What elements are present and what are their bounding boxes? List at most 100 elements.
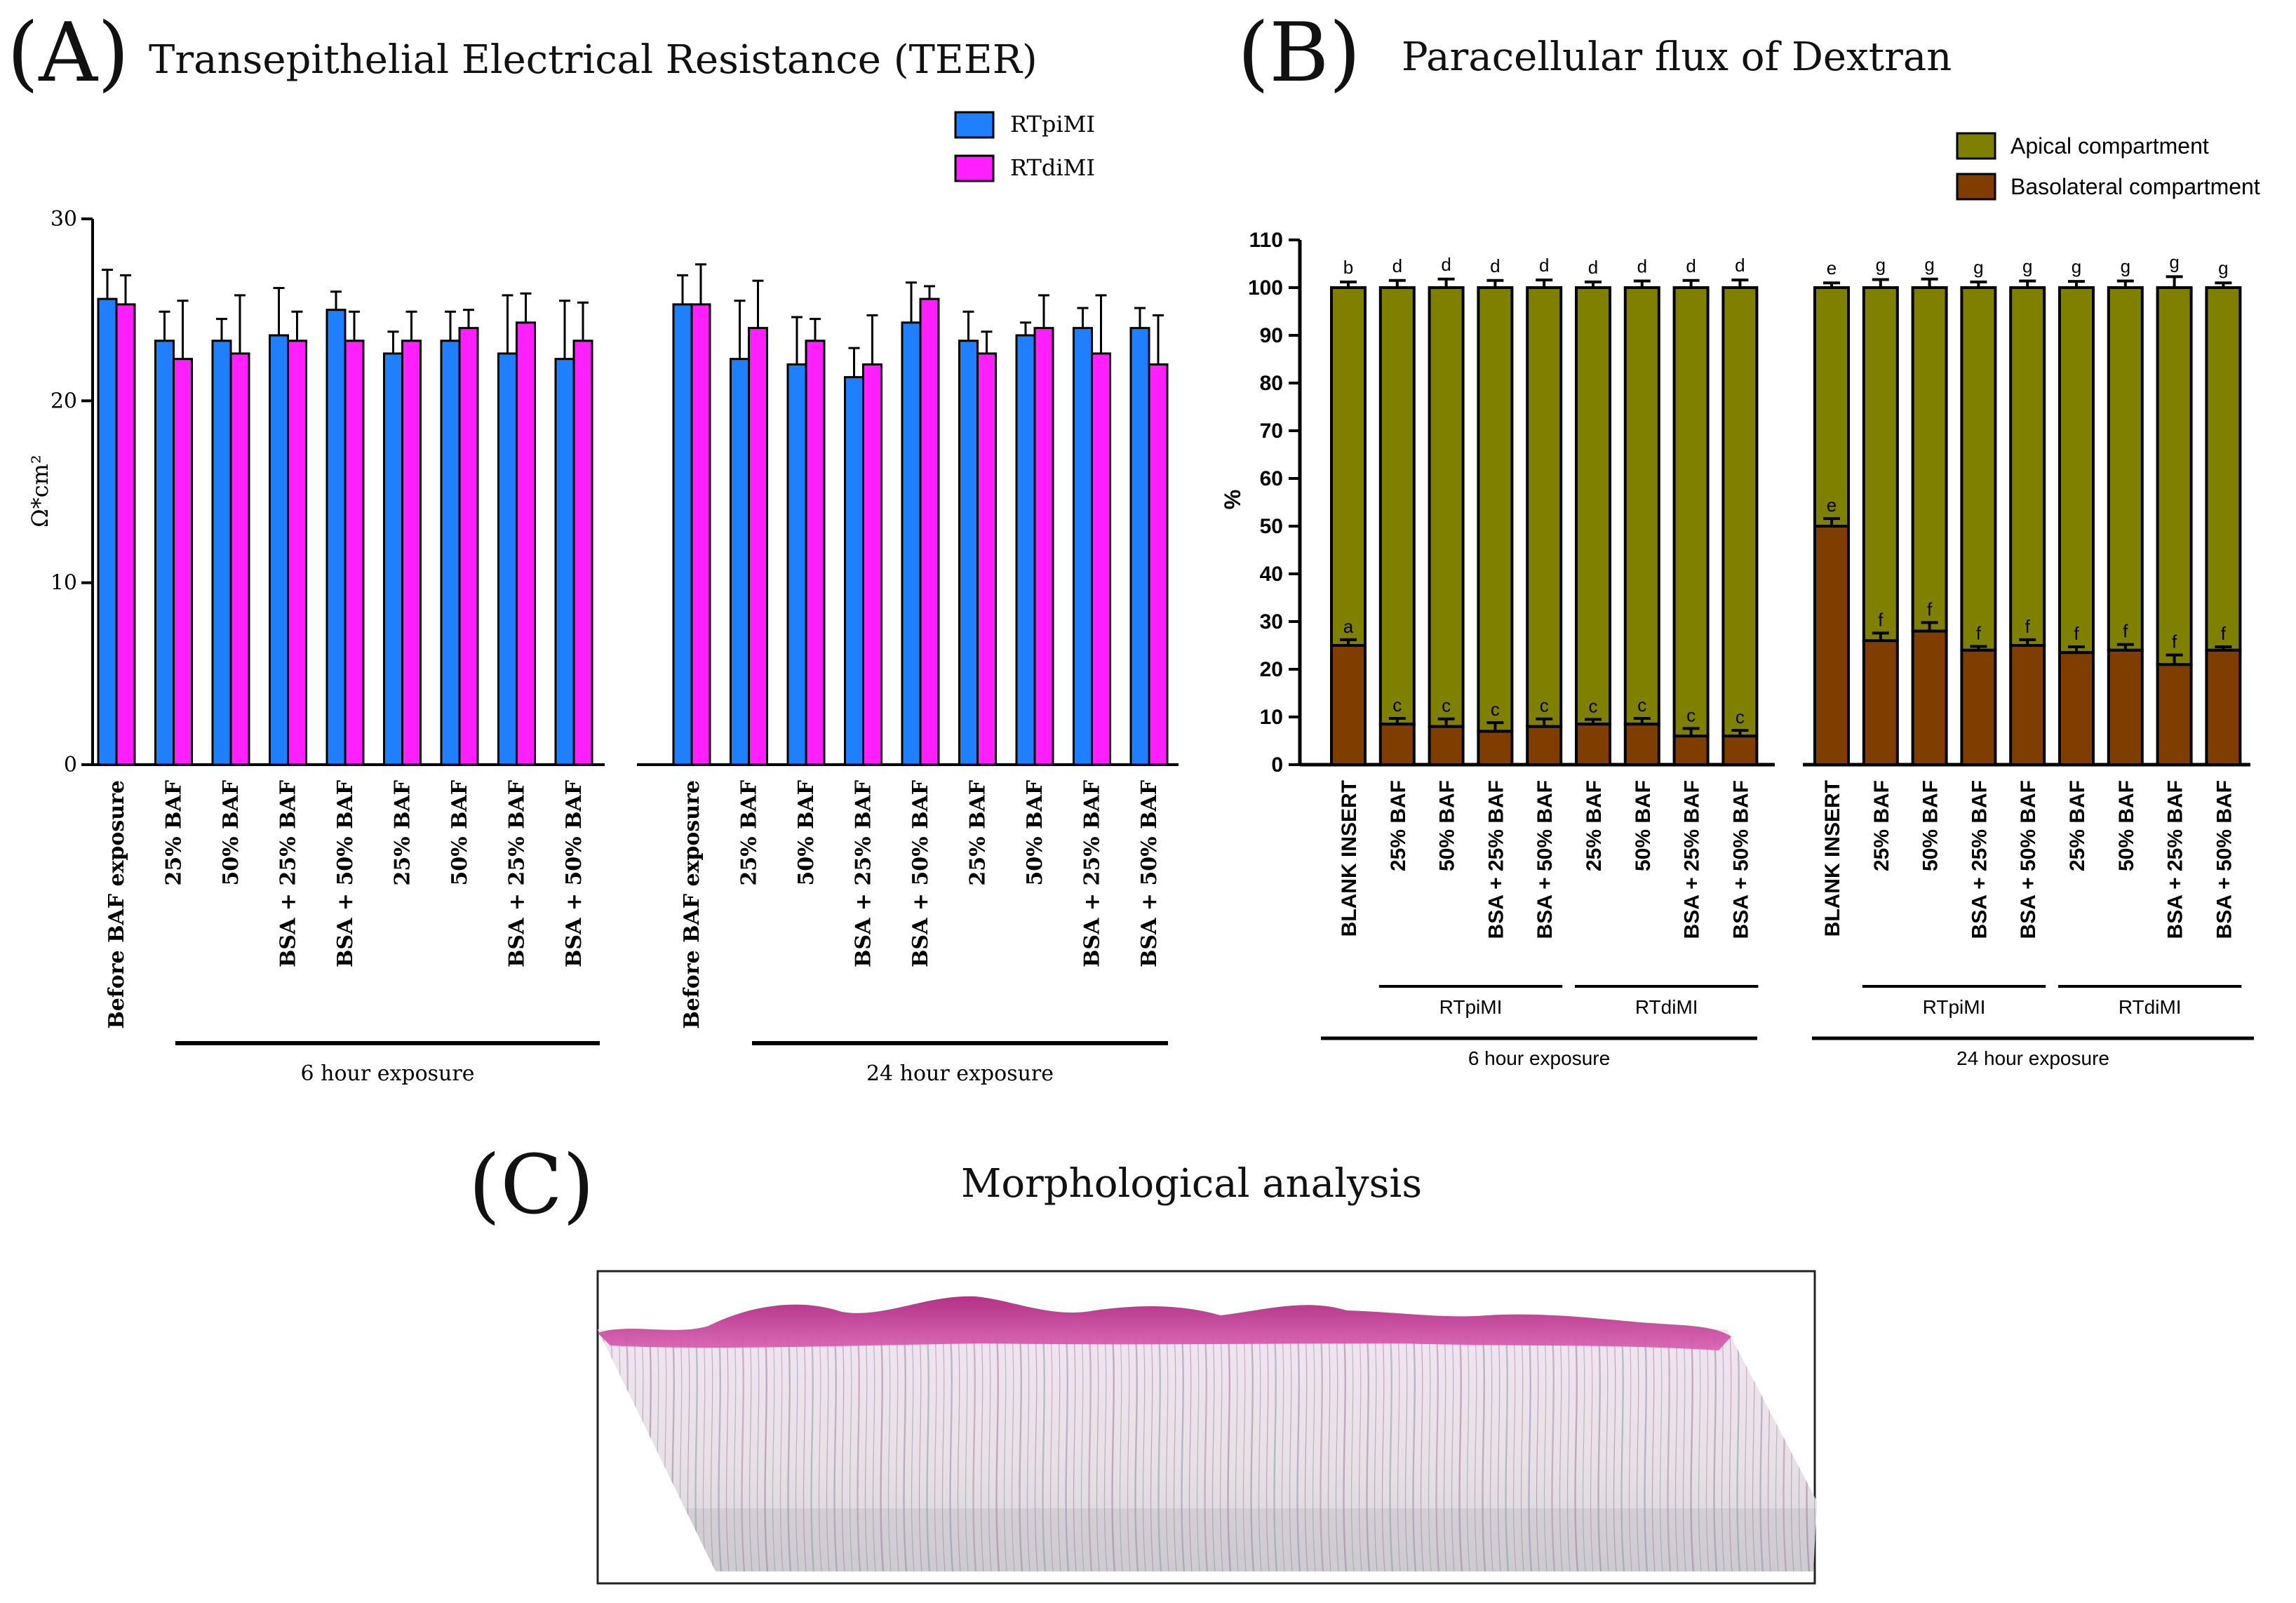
tissue-fiber <box>1266 1336 1270 1571</box>
dextran-apical-letter: g <box>2169 251 2179 272</box>
teer-x-tick-label: BSA + 50% BAF <box>1137 780 1162 967</box>
tissue-fiber <box>1157 1336 1162 1571</box>
dextran-apical-letter: d <box>1441 254 1451 275</box>
tissue-fiber <box>1042 1336 1047 1571</box>
dextran-x-tick-label: BSA + 25% BAF <box>1484 780 1508 939</box>
tissue-fiber <box>1320 1336 1324 1571</box>
tissue-fiber <box>1543 1336 1548 1571</box>
teer-bar <box>1015 334 1036 766</box>
teer-bar <box>690 303 711 766</box>
tissue-fiber <box>1096 1336 1100 1571</box>
dextran-basolateral-segment <box>1526 725 1563 766</box>
tissue-fiber <box>1088 1336 1093 1571</box>
tissue-fiber <box>1520 1336 1524 1571</box>
dextran-apical-letter: e <box>1827 257 1837 279</box>
dextran-y-tick-label: 70 <box>1260 420 1283 443</box>
teer-bar <box>672 303 693 766</box>
tissue-fiber <box>1404 1336 1409 1571</box>
tissue-fiber <box>1204 1336 1209 1571</box>
tissue-fiber <box>1381 1336 1385 1571</box>
dextran-basolateral-letter: c <box>1637 695 1646 716</box>
dextran-apical-segment <box>2107 286 2144 652</box>
dextran-basolateral-letter: f <box>2123 621 2128 642</box>
panel-a-title: Transepithelial Electrical Resistance (T… <box>149 37 1038 83</box>
teer-x-tick-label: BSA + 25% BAF <box>1080 780 1105 967</box>
tissue-fiber <box>1350 1336 1355 1571</box>
tissue-fiber <box>849 1336 853 1571</box>
dextran-basolateral-letter: e <box>1827 495 1837 516</box>
tissue-fiber <box>1296 1336 1301 1571</box>
tissue-fiber <box>1366 1336 1371 1571</box>
teer-x-tick-label: 25% BAF <box>737 780 762 886</box>
teer-bar <box>572 340 593 766</box>
dextran-basolateral-letter: f <box>2172 631 2177 652</box>
dextran-apical-segment <box>2156 286 2193 666</box>
tissue-fiber <box>895 1336 899 1571</box>
dextran-legend-swatch <box>1956 132 1996 160</box>
tissue-fiber <box>911 1336 915 1571</box>
dextran-apical-segment <box>2009 286 2046 647</box>
tissue-fiber <box>1281 1336 1285 1571</box>
teer-x-tick-label: BSA + 25% BAF <box>505 780 530 967</box>
tissue-fiber <box>1273 1336 1278 1571</box>
dextran-apical-segment <box>1378 286 1416 726</box>
tissue-fiber <box>1250 1336 1255 1571</box>
tissue-fiber <box>1119 1336 1123 1571</box>
dextran-apical-letter: g <box>1973 257 1983 278</box>
tissue-fiber <box>1358 1336 1362 1571</box>
tissue-fiber <box>702 1336 706 1571</box>
dextran-basolateral-letter: f <box>1927 598 1933 619</box>
tissue-fiber <box>1605 1336 1609 1571</box>
tissue-fiber <box>1235 1336 1239 1571</box>
dextran-apical-letter: d <box>1637 255 1647 276</box>
dextran-legend-label: Apical compartment <box>2010 133 2209 159</box>
teer-bar <box>516 321 536 766</box>
panel-b-letter: (B) <box>1237 6 1361 100</box>
dextran-x-tick-label: 50% BAF <box>2115 780 2138 871</box>
tissue-basal-shadow <box>598 1508 1817 1571</box>
tissue-fiber <box>772 1336 776 1571</box>
tissue-fiber <box>1065 1336 1070 1571</box>
teer-x-tick-label: 25% BAF <box>966 780 991 886</box>
tissue-fiber <box>1443 1336 1447 1571</box>
dextran-basolateral-segment <box>2107 648 2144 766</box>
tissue-fiber <box>1628 1336 1632 1571</box>
teer-group-label: 6 hour exposure <box>301 1061 475 1086</box>
tissue-fiber <box>1011 1336 1015 1571</box>
dextran-apical-letter: d <box>1539 255 1549 276</box>
tissue-fiber <box>1412 1336 1417 1571</box>
dextran-x-tick-label: 25% BAF <box>1870 780 1893 871</box>
tissue-fiber <box>1713 1336 1718 1571</box>
tissue-fiber <box>1142 1336 1146 1571</box>
tissue-fiber <box>1111 1336 1116 1571</box>
tissue-fiber <box>1482 1336 1486 1571</box>
tissue-fiber <box>803 1336 807 1571</box>
dextran-x-tick-label: BSA + 50% BAF <box>2017 780 2040 939</box>
dextran-apical-letter: g <box>1876 254 1886 275</box>
tissue-fiber <box>887 1336 892 1571</box>
tissue-fiber <box>1103 1336 1108 1571</box>
dextran-y-tick-label: 30 <box>1260 610 1283 633</box>
dextran-basolateral-letter: f <box>1878 609 1884 630</box>
tissue-fiber <box>1026 1336 1030 1571</box>
dextran-apical-letter: d <box>1588 257 1598 278</box>
teer-x-tick-label: BSA + 25% BAF <box>276 780 301 967</box>
teer-x-tick-label: 50% BAF <box>794 780 819 886</box>
tissue-fiber <box>1134 1336 1139 1571</box>
dextran-basolateral-letter: c <box>1442 695 1451 716</box>
teer-bar <box>862 363 882 766</box>
tissue-fiber <box>1127 1336 1131 1571</box>
teer-bar <box>229 352 250 766</box>
panel-c-letter: (C) <box>469 1138 595 1233</box>
teer-x-tick-label: BSA + 50% BAF <box>333 780 358 967</box>
tissue-fiber <box>1080 1336 1085 1571</box>
dextran-basolateral-letter: f <box>1976 622 1982 643</box>
dextran-basolateral-letter: f <box>2074 623 2079 644</box>
dextran-basolateral-segment <box>2058 651 2095 767</box>
teer-axis-break <box>605 758 637 772</box>
tissue-fiber <box>949 1336 954 1571</box>
tissue-fiber <box>741 1336 746 1571</box>
tissue-fiber <box>1582 1336 1586 1571</box>
